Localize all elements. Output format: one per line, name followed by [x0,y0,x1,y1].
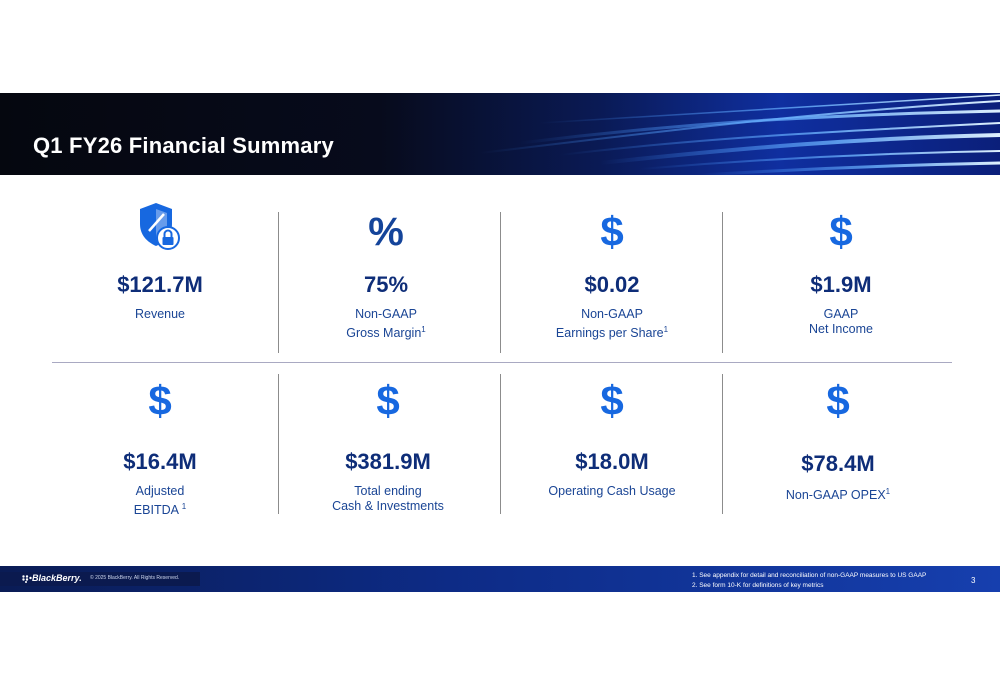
metric-label: Non-GAAP Earnings per Share1 [555,307,669,341]
column-divider [500,212,501,353]
footnote-marker: 1 [663,325,669,334]
metric-value: $0.02 [584,272,640,297]
footnote-1: 1. See appendix for detail and reconcili… [692,572,927,579]
slide-title: Q1 FY26 Financial Summary [33,133,334,158]
dollar-icon: $ [376,377,400,424]
blackberry-logo: BlackBerry. [22,573,82,583]
metric-non-gaap-opex: $ $78.4M Non-GAAP OPEX1 [726,370,950,530]
metric-label: Revenue [134,307,186,321]
footer-brand-strip [0,572,200,586]
metric-eps: $ $0.02 Non-GAAP Earnings per Share1 [500,195,724,355]
brand-name: BlackBerry. [32,573,82,583]
metric-value: $381.9M [345,449,431,474]
footnote-marker: 1 [421,325,426,334]
column-divider [278,212,279,353]
footnote-2: 2. See form 10-K for definitions of key … [692,582,824,589]
metric-gross-margin: % 75% Non-GAAP Gross Margin1 [274,195,498,355]
metric-value: $121.7M [117,272,203,297]
light-streaks-graphic [479,94,1000,175]
metric-label: Non-GAAP Gross Margin1 [346,307,426,341]
row-divider [52,362,952,363]
copyright-text: © 2025 BlackBerry. All Rights Reserved. [90,575,180,581]
column-divider [500,374,501,514]
metric-label: Non-GAAP OPEX1 [785,487,891,503]
metric-cash-investments: $ $381.9M Total ending Cash & Investment… [276,370,500,530]
shield-lock-icon [48,200,272,257]
metric-adjusted-ebitda: $ $16.4M Adjusted EBITDA 1 [48,370,272,530]
blackberry-dots-icon [22,574,32,583]
dollar-icon: $ [148,377,172,424]
metric-value: $18.0M [575,449,649,474]
metric-value: $78.4M [801,451,875,476]
dollar-icon: $ [600,208,624,255]
metric-revenue: $121.7M Revenue [48,195,272,355]
column-divider [278,374,279,514]
dollar-icon: $ [600,377,624,424]
metric-label: Operating Cash Usage [548,484,676,498]
metric-label: Adjusted EBITDA 1 [133,484,187,518]
metric-operating-cash-usage: $ $18.0M Operating Cash Usage [500,370,724,530]
metric-value: $1.9M [810,272,872,297]
column-divider [722,374,723,514]
header-banner [0,93,1000,175]
column-divider [722,212,723,353]
footnote-marker: 1 [885,487,891,496]
percent-icon: % [368,210,404,254]
metric-net-income: $ $1.9M GAAP Net Income [729,195,953,355]
metric-value: $16.4M [123,449,197,474]
page-number: 3 [971,576,976,585]
metric-label: Total ending Cash & Investments [332,484,444,513]
metric-value: 75% [363,272,409,297]
footnote-marker: 1 [181,502,187,511]
dollar-icon: $ [829,208,853,255]
dollar-icon: $ [826,377,850,424]
metric-label: GAAP Net Income [809,307,873,336]
